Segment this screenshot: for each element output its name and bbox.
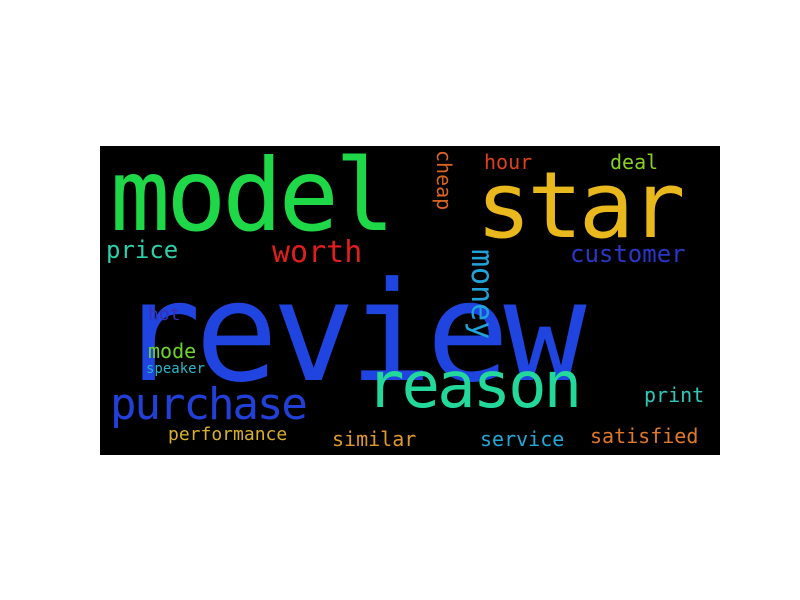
word-performance: performance <box>168 424 288 445</box>
word-price: price <box>106 236 179 264</box>
word-money: money <box>464 249 499 340</box>
word-mode: mode <box>148 339 197 363</box>
word-print: print <box>644 383 705 407</box>
word-hour: hour <box>484 150 533 174</box>
word-cloud: model star cheap hour deal price worth c… <box>100 146 720 455</box>
word-purchase: purchase <box>110 379 308 430</box>
word-review: review <box>118 252 586 413</box>
word-similar: similar <box>332 427 417 451</box>
word-model: model <box>110 146 395 254</box>
word-hot: hot <box>148 304 181 325</box>
word-speaker: speaker <box>146 361 206 377</box>
word-service: service <box>480 427 565 451</box>
word-customer: customer <box>570 240 686 268</box>
word-star: star <box>476 152 686 259</box>
word-satisfied: satisfied <box>590 424 699 448</box>
word-deal: deal <box>610 150 659 174</box>
word-cheap: cheap <box>432 150 456 211</box>
word-worth: worth <box>272 235 363 270</box>
word-reason: reason <box>366 349 582 423</box>
